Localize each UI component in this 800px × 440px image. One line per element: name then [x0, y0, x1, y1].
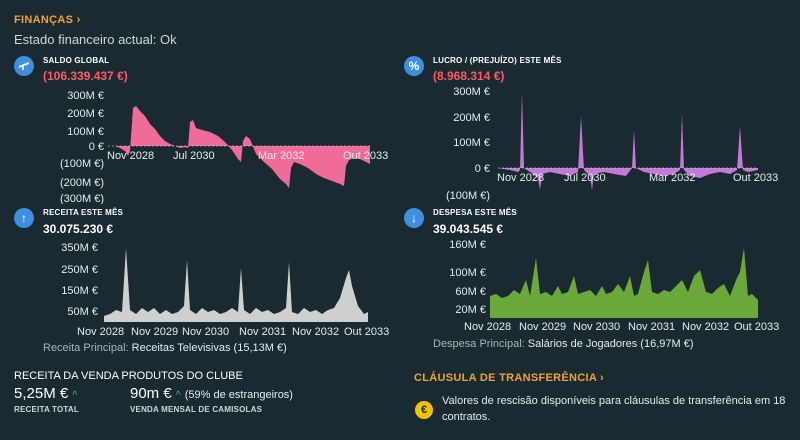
despesa-footer: Despesa Principal: Salários de Jogadores… [433, 338, 694, 350]
scale-icon [14, 56, 34, 76]
lucro-x-tick: Jul 2030 [564, 172, 606, 184]
receita-value: 30.075.230 € [43, 222, 114, 236]
saldo-y-tick: (100M €) [60, 158, 104, 170]
receita-area [104, 248, 368, 322]
merch-title: RECEITA DA VENDA PRODUTOS DO CLUBE [14, 370, 243, 382]
lucro-y-tick: (100M €) [446, 190, 490, 202]
despesa-footer-value: Salários de Jogadores (16,97M €) [527, 338, 694, 350]
euro-coin-icon: € [415, 401, 433, 419]
merch-total-label: RECEITA TOTAL [14, 405, 79, 414]
saldo-x-ticks: Nov 2028 Jul 2030 Mar 2032 Out 2033 [107, 150, 388, 162]
clause-text-line: contratos. [442, 411, 491, 423]
lucro-title: LUCRO / (PREJUÍZO) ESTE MÊS [433, 56, 562, 65]
lucro-chart: 300M € 200M € 100M € 0 € (100M €) Nov 20… [446, 86, 778, 202]
saldo-y-tick: 100M € [67, 126, 104, 138]
saldo-x-tick: Jul 2030 [173, 150, 215, 162]
despesa-title: DESPESA ESTE MÊS [433, 208, 517, 217]
section-title-link[interactable]: FINANÇAS › [14, 14, 81, 26]
receita-x-tick: Nov 2031 [239, 326, 286, 338]
lucro-x-tick: Out 2033 [733, 172, 778, 184]
trend-up-icon: ^ [72, 390, 78, 401]
despesa-area [490, 248, 758, 318]
despesa-x-ticks: Nov 2028 Nov 2029 Nov 2030 Nov 2031 Nov … [464, 321, 779, 333]
receita-y-ticks: 350M € 250M € 150M € 50M € [61, 242, 98, 318]
despesa-y-tick: 60M € [455, 286, 486, 298]
lucro-y-tick: 300M € [453, 86, 490, 98]
receita-y-tick: 250M € [61, 264, 98, 276]
lucro-y-tick: 100M € [453, 137, 490, 149]
saldo-x-tick: Out 2033 [343, 150, 388, 162]
lucro-x-ticks: Nov 2028 Jul 2030 Mar 2032 Out 2033 [497, 172, 778, 184]
receita-x-tick: Nov 2030 [182, 326, 229, 338]
saldo-title: SALDO GLOBAL [43, 56, 110, 65]
saldo-chart: 300M € 200M € 100M € 0 € (100M €) (200M … [60, 90, 388, 204]
despesa-x-tick: Nov 2031 [628, 321, 675, 333]
saldo-value: (106.339.437 €) [43, 69, 128, 83]
despesa-x-tick: Nov 2030 [573, 321, 620, 333]
receita-x-tick: Nov 2029 [131, 326, 178, 338]
receita-x-ticks: Nov 2028 Nov 2029 Nov 2030 Nov 2031 Nov … [77, 326, 389, 338]
receita-footer-label: Receita Principal: [43, 342, 129, 354]
saldo-x-tick: Mar 2032 [258, 150, 304, 162]
lucro-y-ticks: 300M € 200M € 100M € 0 € (100M €) [446, 86, 490, 202]
receita-x-tick: Nov 2032 [292, 326, 339, 338]
receita-x-tick: Out 2033 [344, 326, 389, 338]
despesa-y-tick: 20M € [455, 304, 486, 316]
arrow-down-icon: ↓ [404, 208, 424, 228]
chevron-right-icon: › [600, 372, 605, 384]
clause-title: CLÁUSULA DE TRANSFERÊNCIA [414, 372, 597, 384]
despesa-y-ticks: 160M € 100M € 60M € 20M € [449, 239, 486, 316]
lucro-y-tick: 200M € [453, 112, 490, 124]
saldo-y-tick: 0 € [89, 141, 104, 153]
despesa-x-tick: Nov 2029 [519, 321, 566, 333]
merch-shirts-label: VENDA MENSAL DE CAMISOLAS [130, 405, 263, 414]
status-value: Ok [160, 32, 177, 47]
despesa-x-tick: Out 2033 [734, 321, 779, 333]
saldo-y-tick: (200M €) [60, 177, 104, 189]
receita-footer-value: Receitas Televisivas (15,13M €) [131, 342, 287, 354]
merch-total: 5,25M € ^ [14, 385, 77, 402]
despesa-x-tick: Nov 2028 [464, 321, 511, 333]
despesa-y-tick: 160M € [449, 239, 486, 251]
saldo-y-ticks: 300M € 200M € 100M € 0 € (100M €) (200M … [60, 90, 104, 204]
lucro-x-tick: Mar 2032 [649, 172, 695, 184]
status-label: Estado financeiro actual: [14, 32, 157, 47]
receita-footer: Receita Principal: Receitas Televisivas … [43, 342, 287, 354]
financial-status: Estado financeiro actual: Ok [14, 32, 177, 47]
lucro-y-tick: 0 € [475, 163, 490, 175]
clause-text-line: Valores de rescisão disponíveis para clá… [442, 395, 786, 407]
receita-y-tick: 150M € [61, 285, 98, 297]
lucro-value: (8.968.314 €) [433, 69, 505, 83]
percent-icon: % [404, 56, 424, 76]
receita-chart: 350M € 250M € 150M € 50M € Nov 2028 Nov … [61, 242, 389, 338]
lucro-area [498, 92, 758, 190]
trend-up-icon: ^ [175, 390, 181, 401]
despesa-footer-label: Despesa Principal: [433, 338, 525, 350]
despesa-value: 39.043.545 € [433, 222, 504, 236]
receita-y-tick: 50M € [67, 306, 98, 318]
despesa-x-tick: Nov 2032 [682, 321, 729, 333]
saldo-y-tick: 200M € [67, 108, 104, 120]
despesa-chart: 160M € 100M € 60M € 20M € Nov 2028 Nov 2… [449, 239, 779, 333]
arrow-up-icon: ↑ [14, 208, 34, 228]
despesa-y-tick: 100M € [449, 267, 486, 279]
chevron-right-icon: › [76, 14, 81, 26]
merch-total-value: 5,25M € [14, 385, 69, 402]
saldo-y-tick: 300M € [67, 90, 104, 102]
saldo-y-tick: (300M €) [60, 193, 104, 204]
section-title: FINANÇAS [14, 14, 74, 26]
clause-text: Valores de rescisão disponíveis para clá… [442, 393, 785, 425]
lucro-x-tick: Nov 2028 [497, 172, 544, 184]
receita-title: RECEITA ESTE MÊS [43, 208, 124, 217]
receita-x-tick: Nov 2028 [77, 326, 124, 338]
merch-shirts-note: (59% de estrangeiros) [184, 389, 293, 401]
merch-shirts-value: 90m € [130, 385, 172, 402]
merch-shirts: 90m € ^ (59% de estrangeiros) [130, 385, 293, 402]
clause-title-link[interactable]: CLÁUSULA DE TRANSFERÊNCIA › [414, 372, 604, 384]
saldo-area [108, 106, 370, 188]
receita-y-tick: 350M € [61, 242, 98, 254]
saldo-x-tick: Nov 2028 [107, 150, 154, 162]
